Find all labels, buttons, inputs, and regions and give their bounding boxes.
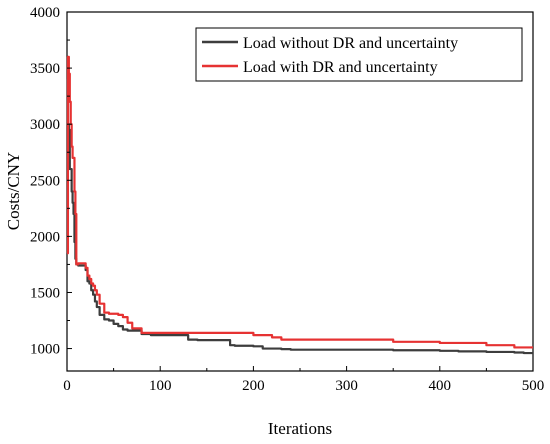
y-tick-label: 1500 bbox=[30, 285, 60, 301]
y-tick-label: 3500 bbox=[30, 61, 60, 77]
x-tick-label: 0 bbox=[63, 378, 71, 394]
series-layer bbox=[66, 55, 533, 355]
legend-label-series-1: Load without DR and uncertainty bbox=[243, 35, 458, 52]
y-tick-label: 2500 bbox=[30, 173, 60, 189]
legend: Load without DR and uncertainty Load wit… bbox=[195, 27, 523, 82]
y-axis-ticks: 1000 1500 2000 2500 3000 3500 4000 bbox=[30, 5, 72, 358]
x-tick-label: 100 bbox=[149, 378, 172, 394]
x-tick-label: 300 bbox=[335, 378, 358, 394]
legend-label-series-2: Load with DR and uncertainty bbox=[243, 59, 438, 76]
x-tick-label: 500 bbox=[522, 378, 545, 394]
y-tick-label: 3000 bbox=[30, 117, 60, 133]
x-tick-label: 200 bbox=[242, 378, 265, 394]
legend-box bbox=[195, 27, 523, 82]
x-axis-ticks: 0 100 200 300 400 500 bbox=[63, 366, 544, 394]
x-axis-label: Iterations bbox=[268, 419, 332, 438]
y-tick-label: 2000 bbox=[30, 229, 60, 245]
x-tick-label: 400 bbox=[429, 378, 452, 394]
y-tick-label: 4000 bbox=[30, 5, 60, 21]
y-tick-label: 1000 bbox=[30, 342, 60, 358]
y-axis-label: Costs/CNY bbox=[4, 152, 23, 230]
series-line-2 bbox=[66, 55, 533, 349]
series-line-1 bbox=[66, 78, 533, 355]
